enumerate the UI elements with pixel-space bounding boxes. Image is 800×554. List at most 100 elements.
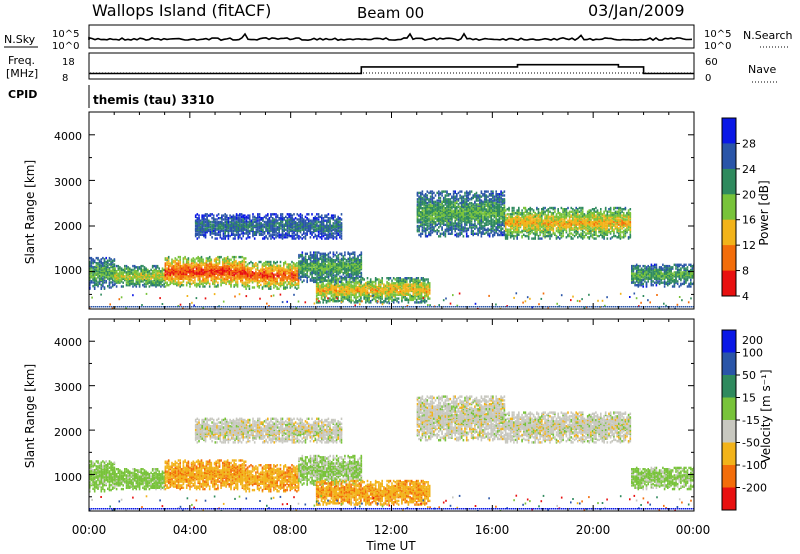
power-cell bbox=[226, 272, 229, 275]
power-cell bbox=[363, 296, 365, 299]
power-cell bbox=[389, 283, 392, 286]
power-cell bbox=[255, 272, 257, 275]
power-cell bbox=[267, 224, 269, 227]
power-cell bbox=[441, 232, 443, 235]
power-cell bbox=[388, 297, 390, 300]
power-cell bbox=[210, 258, 213, 261]
power-cell bbox=[158, 267, 160, 270]
power-cell bbox=[360, 288, 362, 291]
power-cell bbox=[442, 205, 445, 209]
power-cell bbox=[347, 293, 349, 296]
power-cell bbox=[120, 272, 123, 275]
power-cell bbox=[351, 289, 354, 293]
power-cell bbox=[127, 280, 129, 283]
power-cell bbox=[238, 275, 240, 278]
power-cell bbox=[399, 288, 401, 291]
power-cell bbox=[345, 280, 347, 284]
power-cell bbox=[164, 281, 167, 284]
power-cell bbox=[228, 275, 231, 278]
power-cell bbox=[294, 233, 297, 236]
power-cell bbox=[189, 278, 191, 282]
power-cell bbox=[278, 236, 280, 239]
power-cell bbox=[424, 204, 427, 207]
power-cell bbox=[114, 273, 116, 277]
power-cell bbox=[319, 291, 321, 294]
power-cell bbox=[227, 237, 230, 240]
power-cell bbox=[426, 219, 429, 223]
power-cell bbox=[424, 294, 426, 298]
power-cell bbox=[296, 274, 298, 278]
power-cell bbox=[369, 294, 372, 298]
power-cell bbox=[230, 228, 233, 231]
power-cell bbox=[187, 275, 190, 278]
power-cell bbox=[108, 286, 111, 289]
power-cell bbox=[179, 282, 181, 286]
power-cell bbox=[292, 265, 295, 269]
power-cell bbox=[268, 260, 270, 264]
power-cell bbox=[160, 272, 162, 275]
power-cell bbox=[291, 276, 293, 279]
power-cell bbox=[401, 278, 403, 281]
power-cell bbox=[197, 268, 199, 272]
power-cell bbox=[407, 301, 410, 304]
power-cell bbox=[248, 217, 251, 220]
power-cell bbox=[306, 217, 308, 220]
power-cell bbox=[232, 225, 235, 229]
power-cell bbox=[365, 282, 367, 285]
power-cell bbox=[446, 227, 448, 230]
power-cell bbox=[369, 280, 372, 284]
power-cell bbox=[196, 232, 199, 235]
power-cell bbox=[248, 231, 251, 234]
power-cell bbox=[108, 281, 111, 284]
power-cell bbox=[321, 252, 323, 255]
power-cell bbox=[236, 264, 239, 268]
power-cell bbox=[446, 190, 448, 193]
power-cell bbox=[240, 213, 243, 216]
power-cell bbox=[396, 283, 398, 286]
power-cell bbox=[253, 272, 256, 275]
power-cell bbox=[230, 276, 232, 279]
power-cell bbox=[262, 233, 264, 236]
power-cell bbox=[158, 270, 160, 273]
power-cell bbox=[316, 217, 318, 220]
power-cell bbox=[208, 282, 211, 286]
power-cell bbox=[334, 222, 336, 225]
power-cell bbox=[266, 269, 269, 273]
power-cell bbox=[299, 222, 302, 225]
power-cell bbox=[95, 282, 98, 285]
power-cell bbox=[210, 264, 213, 268]
power-cell bbox=[434, 224, 437, 228]
power-cell bbox=[202, 284, 204, 287]
power-cell bbox=[276, 227, 279, 230]
power-cell bbox=[337, 232, 339, 235]
power-cell bbox=[129, 267, 131, 270]
power-cell bbox=[386, 285, 388, 289]
power-cell bbox=[156, 272, 159, 275]
power-cell bbox=[237, 224, 240, 227]
power-cell bbox=[189, 268, 191, 272]
power-cell bbox=[274, 273, 277, 276]
power-cell bbox=[222, 233, 225, 236]
power-cell bbox=[291, 225, 294, 229]
power-cell bbox=[166, 262, 168, 265]
power-cell bbox=[110, 258, 112, 261]
power-cell bbox=[284, 268, 287, 271]
power-cell bbox=[396, 291, 398, 294]
power-cell bbox=[208, 272, 211, 275]
power-cell bbox=[434, 230, 437, 233]
power-cell bbox=[322, 224, 325, 227]
power-cell bbox=[438, 203, 440, 206]
power-cell bbox=[319, 256, 322, 259]
power-cell bbox=[327, 285, 329, 289]
power-cell bbox=[89, 263, 91, 266]
power-cell bbox=[391, 289, 393, 293]
power-cell bbox=[201, 223, 203, 226]
power-cell bbox=[404, 283, 406, 286]
power-cell bbox=[379, 297, 382, 300]
power-cell bbox=[424, 230, 427, 233]
power-cell bbox=[221, 237, 223, 240]
power-cell bbox=[392, 294, 395, 298]
power-cell bbox=[137, 273, 139, 277]
power-cell bbox=[229, 224, 231, 227]
power-cell bbox=[428, 204, 430, 207]
